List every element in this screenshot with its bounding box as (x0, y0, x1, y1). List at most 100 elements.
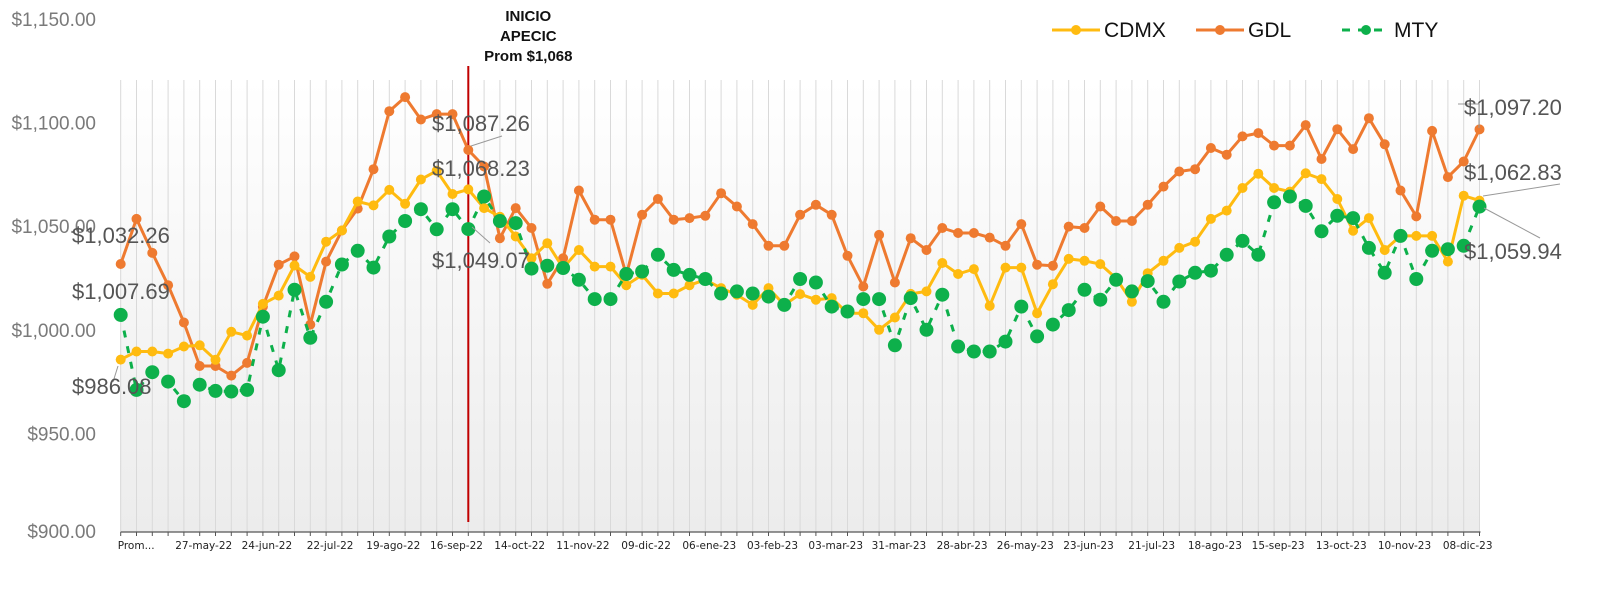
data-point-gdl[interactable] (1411, 211, 1422, 222)
data-point-cdmx[interactable] (226, 326, 237, 337)
data-point-gdl[interactable] (1079, 223, 1090, 233)
data-point-cdmx[interactable] (1427, 230, 1438, 241)
data-point-cdmx[interactable] (447, 189, 458, 199)
data-point-mty[interactable] (587, 292, 602, 307)
data-point-cdmx[interactable] (1190, 236, 1201, 247)
data-point-gdl[interactable] (558, 253, 569, 264)
data-point-gdl[interactable] (573, 185, 584, 196)
data-point-gdl[interactable] (1253, 128, 1264, 139)
data-point-mty[interactable] (350, 243, 365, 258)
data-point-gdl[interactable] (731, 201, 742, 212)
data-point-mty[interactable] (729, 284, 744, 299)
data-point-gdl[interactable] (716, 188, 727, 199)
data-point-mty[interactable] (398, 214, 413, 228)
data-point-cdmx[interactable] (1379, 245, 1390, 255)
data-point-cdmx[interactable] (1063, 253, 1074, 264)
data-point-mty[interactable] (982, 344, 997, 359)
data-point-mty[interactable] (224, 384, 239, 399)
data-point-mty[interactable] (129, 382, 144, 397)
data-point-mty[interactable] (1061, 303, 1076, 318)
data-point-gdl[interactable] (510, 203, 521, 214)
data-point-gdl[interactable] (1205, 143, 1216, 153)
data-point-cdmx[interactable] (257, 298, 268, 309)
data-point-mty[interactable] (1109, 272, 1124, 287)
data-point-cdmx[interactable] (621, 280, 632, 291)
data-point-mty[interactable] (698, 272, 713, 286)
data-point-gdl[interactable] (1474, 124, 1485, 135)
data-point-mty[interactable] (1251, 247, 1266, 262)
data-point-gdl[interactable] (1111, 216, 1122, 226)
data-point-cdmx[interactable] (1079, 255, 1090, 266)
data-point-cdmx[interactable] (858, 308, 869, 319)
data-point-cdmx[interactable] (1253, 168, 1264, 179)
data-point-gdl[interactable] (1047, 260, 1058, 271)
data-point-gdl[interactable] (1032, 259, 1043, 270)
data-point-cdmx[interactable] (889, 312, 900, 323)
data-point-gdl[interactable] (921, 245, 932, 255)
data-point-gdl[interactable] (652, 194, 663, 204)
data-point-mty[interactable] (1140, 274, 1155, 289)
data-point-mty[interactable] (603, 292, 618, 307)
data-point-gdl[interactable] (1174, 166, 1185, 177)
data-point-mty[interactable] (303, 330, 318, 345)
data-point-gdl[interactable] (447, 109, 458, 120)
data-point-mty[interactable] (1330, 208, 1345, 223)
data-point-cdmx[interactable] (573, 245, 584, 255)
data-point-cdmx[interactable] (210, 354, 221, 365)
data-point-cdmx[interactable] (1458, 190, 1469, 201)
data-point-gdl[interactable] (1284, 140, 1295, 151)
data-point-cdmx[interactable] (589, 261, 600, 272)
data-point-mty[interactable] (192, 377, 207, 392)
data-point-cdmx[interactable] (1174, 242, 1185, 253)
data-point-gdl[interactable] (905, 233, 916, 244)
data-point-gdl[interactable] (826, 209, 837, 220)
data-point-gdl[interactable] (1363, 113, 1374, 124)
data-point-cdmx[interactable] (415, 174, 426, 185)
data-point-mty[interactable] (824, 299, 839, 314)
data-point-cdmx[interactable] (652, 288, 663, 299)
data-point-gdl[interactable] (889, 277, 900, 288)
data-point-gdl[interactable] (368, 164, 379, 175)
data-point-mty[interactable] (492, 214, 507, 228)
data-point-mty[interactable] (998, 334, 1013, 349)
data-point-mty[interactable] (1172, 274, 1187, 289)
data-point-gdl[interactable] (858, 281, 869, 292)
data-point-gdl[interactable] (289, 251, 300, 262)
data-point-mty[interactable] (619, 267, 634, 281)
data-point-mty[interactable] (1124, 284, 1139, 299)
data-point-gdl[interactable] (747, 219, 758, 230)
data-point-gdl[interactable] (589, 214, 600, 225)
data-point-cdmx[interactable] (684, 280, 695, 291)
data-point-gdl[interactable] (984, 232, 995, 243)
legend-item-mty[interactable]: MTY (1342, 19, 1438, 42)
data-point-gdl[interactable] (810, 199, 821, 210)
data-point-gdl[interactable] (1379, 139, 1390, 150)
legend-item-gdl[interactable]: GDL (1196, 19, 1291, 42)
data-point-cdmx[interactable] (384, 184, 395, 195)
data-point-gdl[interactable] (1427, 125, 1438, 136)
data-point-gdl[interactable] (131, 213, 142, 224)
data-point-gdl[interactable] (542, 278, 553, 289)
data-point-mty[interactable] (366, 260, 381, 275)
data-point-cdmx[interactable] (305, 271, 316, 282)
data-point-cdmx[interactable] (1016, 262, 1027, 273)
data-point-cdmx[interactable] (400, 198, 411, 209)
data-point-cdmx[interactable] (463, 184, 474, 195)
data-point-mty[interactable] (319, 294, 334, 309)
data-point-mty[interactable] (951, 339, 966, 354)
data-point-mty[interactable] (461, 222, 476, 237)
data-point-mty[interactable] (1282, 189, 1297, 204)
data-point-cdmx[interactable] (1332, 194, 1343, 204)
data-point-cdmx[interactable] (368, 200, 379, 211)
data-point-cdmx[interactable] (131, 346, 142, 357)
data-point-gdl[interactable] (194, 361, 205, 371)
data-point-cdmx[interactable] (605, 261, 616, 272)
data-point-gdl[interactable] (1458, 156, 1469, 167)
data-point-cdmx[interactable] (178, 341, 189, 352)
data-point-gdl[interactable] (226, 370, 237, 381)
data-point-mty[interactable] (1267, 195, 1282, 210)
data-point-cdmx[interactable] (163, 348, 174, 359)
data-point-gdl[interactable] (400, 92, 411, 103)
data-point-cdmx[interactable] (273, 290, 284, 301)
data-point-cdmx[interactable] (1363, 213, 1374, 224)
